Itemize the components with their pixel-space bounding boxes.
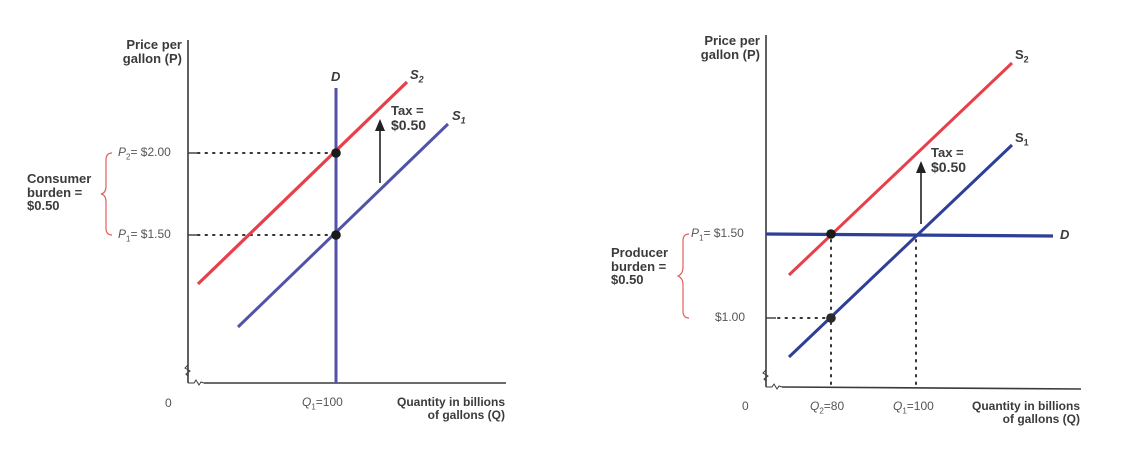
right-s2-letter: S — [1015, 47, 1024, 62]
right-s2-line — [787, 61, 1014, 277]
left-x-axis-label: Quantity in billions of gallons (Q) — [380, 396, 505, 421]
right-s1-line — [787, 143, 1014, 359]
left-q1-value: =100 — [315, 395, 343, 409]
right-s1-sub: 1 — [1023, 137, 1029, 148]
left-p2-tick-label: P2= $2.00 — [118, 145, 171, 162]
right-q2-point — [826, 229, 836, 239]
right-y-axis-break-icon — [762, 369, 769, 382]
left-s2-sub: 2 — [418, 74, 424, 85]
left-origin-label: 0 — [165, 396, 172, 410]
right-ylabel-line2: gallon (P) — [700, 46, 760, 62]
left-burden-brace-icon — [100, 152, 113, 236]
left-tax-arrow-up-icon — [375, 119, 385, 131]
left-s2-line — [196, 80, 409, 286]
left-s1-sub: 1 — [460, 115, 466, 126]
right-s2-label: S2 — [1015, 48, 1029, 65]
left-xlabel-line1: Quantity in billions — [397, 395, 505, 409]
left-tax-line1: Tax = — [391, 103, 424, 118]
left-q1-tick-label: Q1=100 — [302, 395, 343, 412]
right-tax-line2: $0.50 — [931, 158, 967, 175]
right-p0-point — [826, 313, 836, 323]
right-origin-label: 0 — [742, 399, 749, 413]
left-tax-label: Tax = $0.50 — [391, 104, 426, 132]
left-burden-line1: Consumer — [27, 171, 92, 186]
right-xlabel-line2: of gallons (Q) — [1002, 411, 1080, 426]
right-chart — [676, 35, 1082, 390]
right-s1-label: S1 — [1015, 131, 1029, 148]
right-q1-value: =100 — [906, 399, 934, 413]
left-ylabel-line2: gallon (P) — [122, 50, 182, 66]
right-s1-letter: S — [1015, 130, 1024, 145]
right-p1-value: = $1.50 — [703, 226, 744, 240]
left-p1-value: = $1.50 — [130, 227, 171, 241]
right-burden-brace-icon — [676, 233, 690, 319]
left-p2-value: = $2.00 — [130, 145, 171, 159]
right-y-axis-label: Price per gallon (P) — [690, 34, 760, 61]
right-burden-line3: $0.50 — [611, 272, 644, 288]
left-burden-line3: $0.50 — [27, 198, 60, 214]
right-x-axis — [781, 386, 1082, 390]
left-burden-line2: burden = — [27, 184, 83, 200]
left-consumer-burden-label: Consumer burden = $0.50 — [27, 172, 91, 213]
right-q1-tick-label: Q1=100 — [893, 399, 934, 416]
left-s1-letter: S — [452, 108, 461, 123]
left-x-axis-break-icon — [188, 379, 205, 386]
right-p0-tick-label: $1.00 — [715, 310, 746, 324]
left-s2-letter: S — [410, 67, 419, 82]
left-s2-label: S2 — [410, 68, 424, 85]
right-tax-line1: Tax = — [931, 145, 964, 160]
right-x-axis-break-icon — [766, 383, 783, 390]
left-p2-point — [331, 148, 341, 158]
right-x-axis-label: Quantity in billions of gallons (Q) — [955, 400, 1080, 425]
right-q2-tick-label: Q2=80 — [810, 399, 845, 416]
right-p1-tick-label: P1= $1.50 — [691, 226, 744, 243]
left-chart — [100, 40, 506, 386]
left-tax-line2: $0.50 — [391, 116, 427, 133]
left-y-axis-break-icon — [184, 364, 191, 377]
right-xlabel-line1: Quantity in billions — [972, 399, 1080, 413]
left-s1-label: S1 — [452, 109, 466, 126]
left-p1-point — [331, 230, 341, 240]
left-demand-label: D — [331, 69, 341, 84]
left-p1-tick-label: P1= $1.50 — [118, 227, 171, 244]
right-q2-value: =80 — [823, 399, 845, 413]
left-xlabel-line2: of gallons (Q) — [427, 407, 505, 422]
right-s2-sub: 2 — [1023, 54, 1029, 65]
left-s1-line — [236, 122, 450, 329]
right-demand-line — [765, 232, 1054, 238]
right-producer-burden-label: Producer burden = $0.50 — [611, 246, 668, 287]
left-ylabel-line1: Price per — [126, 37, 182, 52]
right-demand-label: D — [1060, 227, 1070, 242]
right-burden-line2: burden = — [611, 258, 667, 274]
right-tax-label: Tax = $0.50 — [931, 146, 966, 174]
right-burden-line1: Producer — [611, 245, 669, 260]
left-y-axis-label: Price per gallon (P) — [112, 38, 182, 65]
right-ylabel-line1: Price per — [704, 33, 760, 48]
right-tax-arrow-up-icon — [916, 161, 926, 173]
